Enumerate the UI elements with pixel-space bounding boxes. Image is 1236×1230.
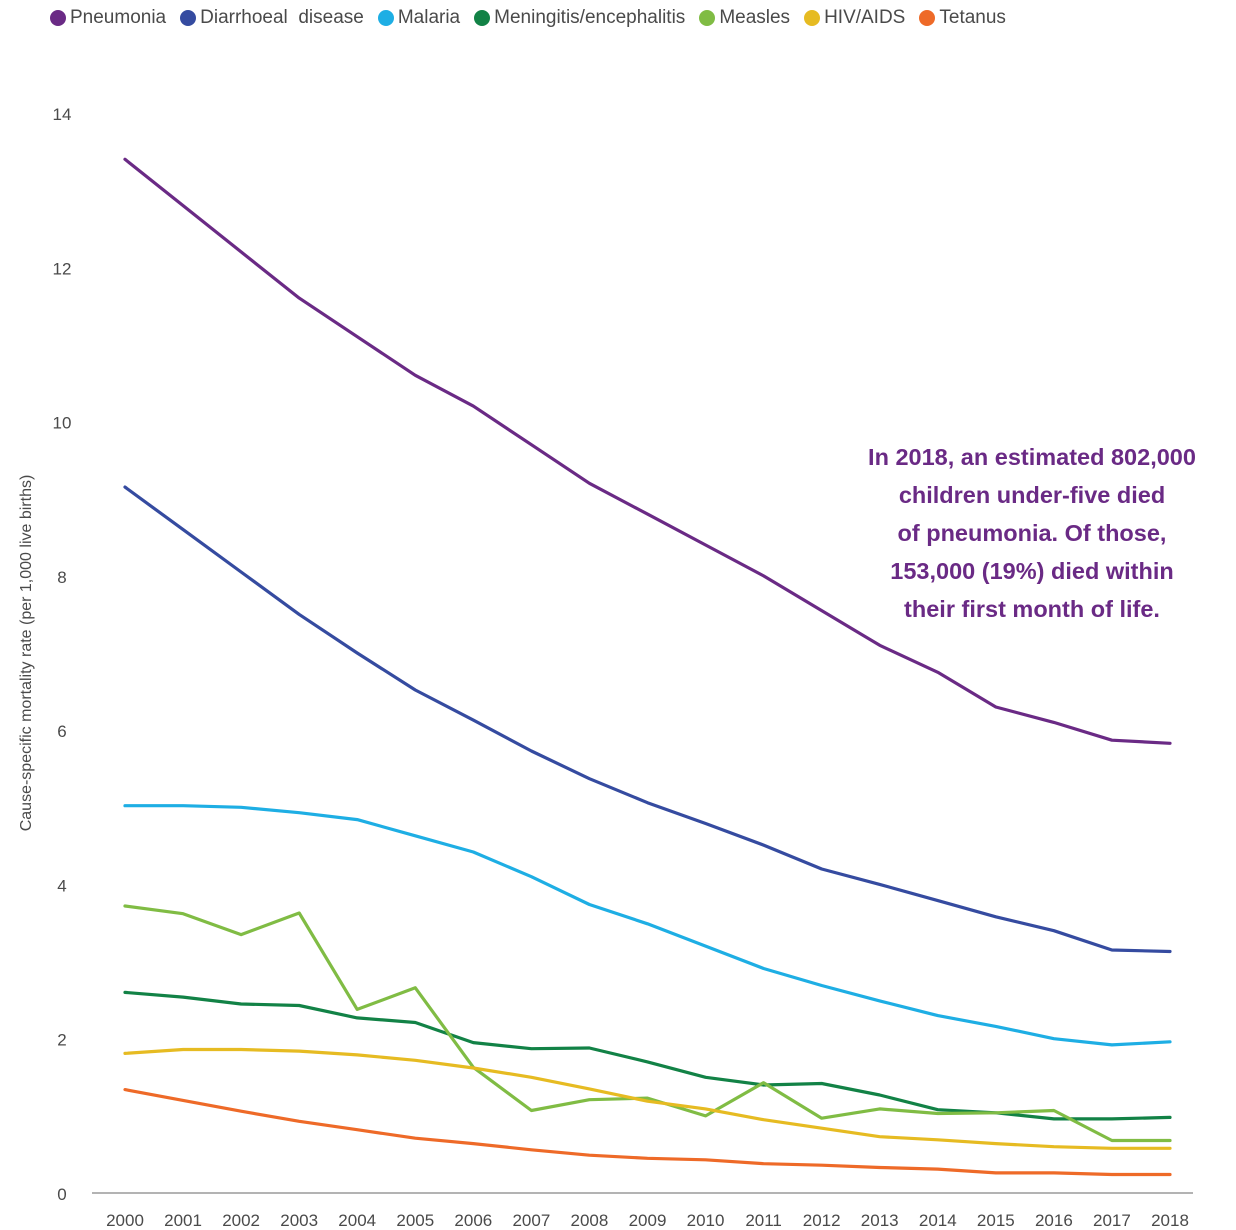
y-tick-label: 4 — [57, 876, 66, 895]
series-line-measles — [123, 904, 1172, 1143]
legend-item-pneumonia: Pneumonia — [50, 7, 166, 29]
x-tick-label: 2000 — [106, 1211, 144, 1230]
x-tick-label: 2002 — [222, 1211, 260, 1230]
legend-swatch-diarrhoeal-disease — [180, 10, 197, 26]
legend-label-pneumonia: Pneumonia — [70, 7, 167, 28]
y-tick-label: 6 — [57, 722, 66, 741]
legend-item-meningitis: Meningitis/encephalitis — [474, 7, 685, 29]
y-tick-label: 8 — [57, 568, 66, 587]
x-tick-label: 2004 — [338, 1211, 376, 1230]
series-line-hiv-aids — [123, 1047, 1172, 1150]
legend-label-diarrhoeal-disease: Diarrhoeal disease — [200, 7, 364, 28]
legend-swatch-tetanus — [919, 10, 936, 26]
chart-legend: Pneumonia Diarrhoeal disease Malaria Men… — [50, 6, 1020, 30]
series-line-diarrhoeal-disease — [123, 485, 1172, 954]
series-line-tetanus — [123, 1087, 1172, 1177]
x-tick-label: 2016 — [1035, 1211, 1073, 1230]
legend-item-malaria: Malaria — [377, 7, 461, 29]
x-tick-label: 2009 — [629, 1211, 667, 1230]
legend-swatch-measles — [699, 10, 716, 26]
legend-item-tetanus: Tetanus — [919, 7, 1006, 29]
x-tick-label: 2011 — [745, 1211, 782, 1230]
series-line-pneumonia — [123, 157, 1172, 745]
x-tick-label: 2008 — [571, 1211, 609, 1230]
legend-swatch-meningitis — [474, 10, 491, 26]
x-tick-label: 2017 — [1093, 1211, 1131, 1230]
x-tick-label: 2015 — [977, 1211, 1015, 1230]
legend-swatch-pneumonia — [50, 10, 66, 26]
x-tick-label: 2001 — [164, 1211, 202, 1230]
x-tick-label: 2005 — [396, 1211, 434, 1230]
legend-item-diarrhoeal-disease: Diarrhoeal disease — [180, 7, 364, 29]
y-tick-label: 10 — [53, 414, 72, 433]
x-tick-label: 2012 — [803, 1211, 841, 1230]
x-tick-label: 2007 — [512, 1211, 550, 1230]
legend-label-hiv-aids: HIV/AIDS — [824, 7, 906, 28]
legend-swatch-malaria — [377, 10, 394, 26]
x-tick-label: 2014 — [919, 1211, 957, 1230]
chart-annotation: In 2018, an estimated 802,000 children u… — [868, 444, 1196, 622]
y-tick-label: 12 — [53, 259, 72, 278]
legend-label-measles: Measles — [719, 7, 791, 28]
y-tick-label: 2 — [57, 1031, 66, 1050]
legend-label-meningitis: Meningitis/encephalitis — [494, 7, 686, 28]
y-tick-label: 0 — [57, 1185, 66, 1204]
legend-swatch-hiv-aids — [804, 10, 821, 26]
legend-item-measles: Measles — [699, 7, 790, 29]
y-axis-label: Cause-specific mortality rate (per 1,000… — [18, 475, 35, 832]
legend-label-malaria: Malaria — [397, 7, 461, 28]
legend-item-hiv-aids: HIV/AIDS — [804, 7, 905, 29]
series-line-malaria — [123, 804, 1172, 1047]
x-tick-label: 2003 — [280, 1211, 318, 1230]
x-tick-label: 2013 — [861, 1211, 899, 1230]
legend-label-tetanus: Tetanus — [939, 7, 1006, 28]
y-tick-label: 14 — [53, 105, 72, 124]
x-tick-label: 2006 — [454, 1211, 492, 1230]
x-tick-label: 2018 — [1151, 1211, 1189, 1230]
x-tick-label: 2010 — [687, 1211, 725, 1230]
